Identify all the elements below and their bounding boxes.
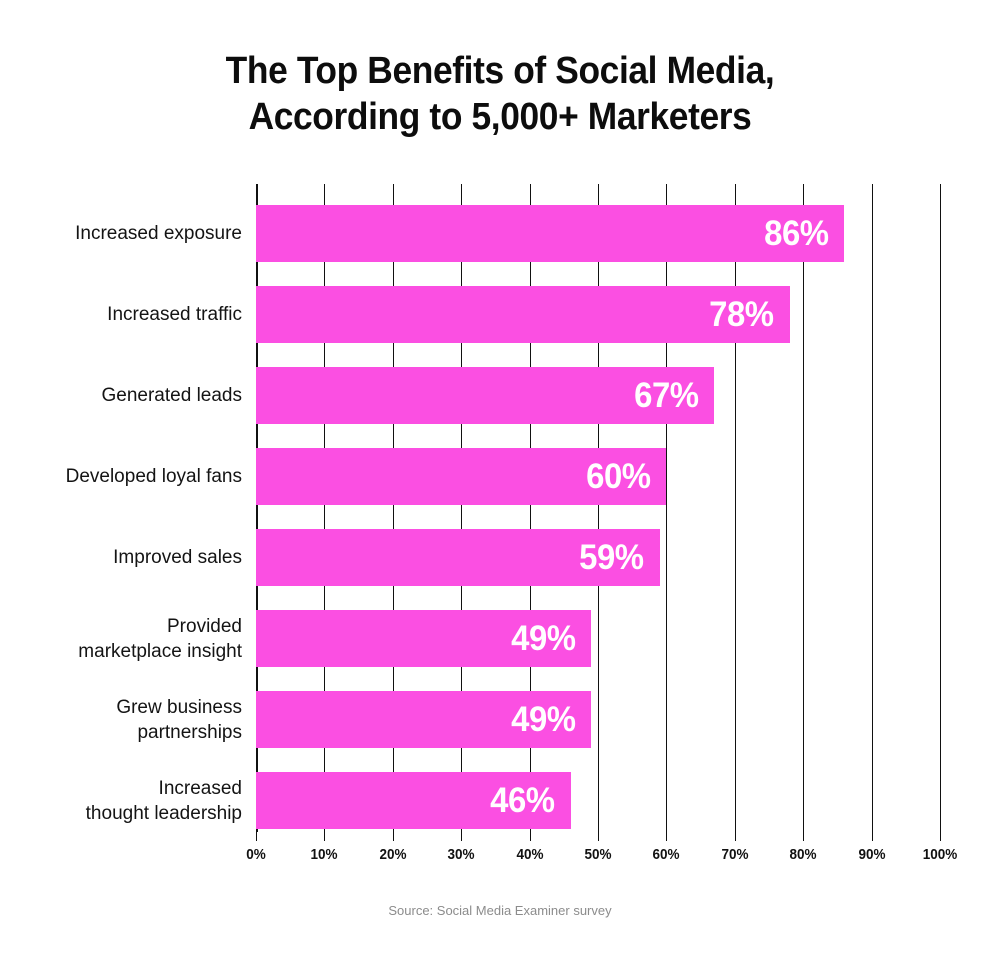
x-axis-tick <box>598 832 599 841</box>
plot-area: 0% 10% 20% 30% 40% 50% 60% 70% 80% 90% 100% 86% 78%… <box>246 184 957 863</box>
category-label: Increased traffic <box>107 304 242 325</box>
x-axis-tick-label: 20% <box>379 846 407 863</box>
x-axis-tick-label: 100% <box>922 846 958 863</box>
gridline <box>324 184 326 832</box>
x-axis-tick-label: 80% <box>789 846 817 863</box>
bar-row[interactable]: 86% <box>256 205 845 262</box>
category-label: Provided marketplace insight <box>78 615 242 662</box>
bar[interactable] <box>256 367 715 424</box>
bar[interactable] <box>256 691 592 748</box>
category-label: Generated leads <box>101 385 243 406</box>
x-axis-tick-label: 10% <box>310 846 338 863</box>
x-axis-tick-label: 0% <box>246 846 266 863</box>
gridline <box>392 184 394 832</box>
x-axis-tick-label: 50% <box>584 846 612 863</box>
bar[interactable] <box>256 772 571 829</box>
bar-value-label: 49% <box>510 619 576 658</box>
category-label: Increased thought leadership <box>85 777 242 824</box>
x-axis-tick-label: 60% <box>652 846 680 863</box>
x-axis-tick <box>256 832 257 841</box>
gridline <box>734 184 736 832</box>
bar[interactable] <box>256 610 592 667</box>
gridline <box>803 184 805 832</box>
category-label: Developed loyal fans <box>65 466 242 487</box>
category-label: Grew business partnerships <box>116 696 242 743</box>
bar[interactable] <box>256 286 790 343</box>
bars-group: 86% 78% 67% 60% 59% 49% 49% 46% <box>256 184 940 832</box>
category-label: Increased exposure <box>75 223 242 244</box>
x-axis-tick <box>666 832 668 841</box>
bar-row[interactable]: 60% <box>256 448 667 505</box>
bar-row[interactable]: 78% <box>256 286 790 343</box>
bar-value-label: 78% <box>709 295 774 334</box>
x-axis-tick <box>940 832 941 841</box>
bar-value-label: 67% <box>633 376 699 415</box>
bar-row[interactable]: 49% <box>256 691 592 748</box>
bar-value-label: 49% <box>510 700 576 739</box>
y-axis-line <box>256 184 258 832</box>
gridline <box>598 184 599 832</box>
gridline <box>461 184 463 832</box>
bar[interactable] <box>256 205 845 262</box>
bar-row[interactable]: 46% <box>256 772 571 829</box>
bar-value-label: 86% <box>763 214 829 253</box>
x-axis-tick-label: 40% <box>516 846 544 863</box>
x-axis-tick-label: 90% <box>858 846 886 863</box>
x-axis-tick <box>392 832 394 841</box>
bar[interactable] <box>256 448 667 505</box>
chart-title: The Top Benefits of Social Media, Accord… <box>225 50 775 138</box>
bar-row[interactable]: 67% <box>256 367 715 424</box>
x-axis-tick <box>734 832 736 841</box>
category-label: Improved sales <box>113 547 242 568</box>
x-axis-tick <box>871 832 873 841</box>
gridline <box>529 184 531 832</box>
x-axis-tick-label: 70% <box>721 846 749 863</box>
bar[interactable] <box>256 529 660 586</box>
x-axis-tick <box>803 832 805 841</box>
source-note: Source: Social Media Examiner survey <box>388 903 612 918</box>
gridline <box>940 184 941 832</box>
x-axis-tick <box>529 832 531 841</box>
bar-row[interactable]: 49% <box>256 610 592 667</box>
bar-value-label: 59% <box>579 538 644 577</box>
x-axis-tick <box>461 832 463 841</box>
x-axis-tick-label: 30% <box>447 846 475 863</box>
bar-row[interactable]: 59% <box>256 529 660 586</box>
bar-value-label: 46% <box>490 781 555 820</box>
x-axis-tick <box>324 832 326 841</box>
gridline <box>871 184 873 832</box>
gridline <box>666 184 668 832</box>
bar-value-label: 60% <box>585 457 651 496</box>
